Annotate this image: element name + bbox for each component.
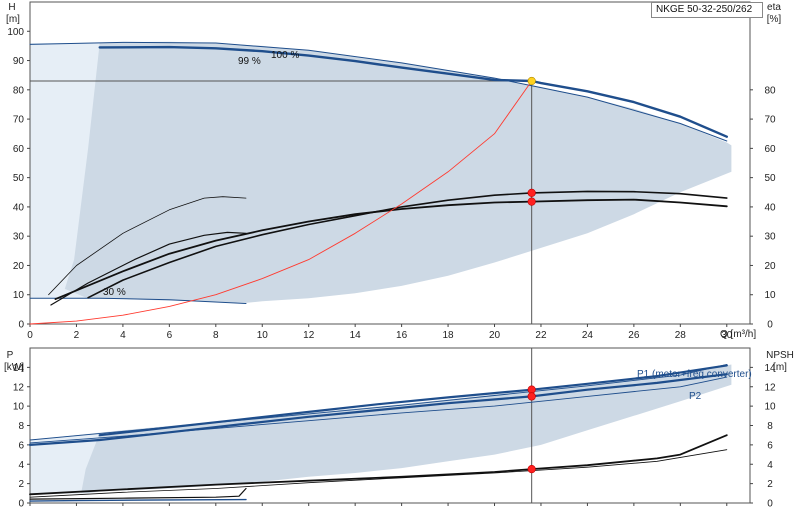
head-y-tick-label: 10	[13, 290, 25, 301]
power-series-p-min	[29, 498, 247, 502]
bot-y2-axis-title: NPSH	[766, 350, 794, 361]
head-y2-tick-label: 20	[764, 261, 776, 272]
head-y2-tick-label: 30	[764, 232, 776, 243]
top-y-axis-unit: [m]	[6, 14, 20, 25]
head-x-tick-label: 26	[628, 330, 640, 341]
power-y-tick-label: 10	[13, 402, 25, 413]
head-y-tick-label: 90	[13, 56, 25, 67]
power-series-p2	[28, 373, 728, 446]
head-x-tick-label: 20	[489, 330, 501, 341]
head-y-tick-label: 100	[7, 27, 24, 38]
head-y2-tick-label: 60	[764, 144, 776, 155]
power-y-tick-label: 12	[13, 382, 25, 393]
power-y2-tick-label: 8	[767, 421, 773, 432]
power-y2-tick-label: 4	[767, 460, 773, 471]
head-y-tick-label: 40	[13, 202, 25, 213]
power-series-npsh	[29, 434, 728, 496]
power-series-p2-thin	[29, 376, 728, 444]
head-x-tick-label: 22	[535, 330, 547, 341]
head-series-system	[29, 80, 533, 325]
head-y-tick-label: 80	[13, 85, 25, 96]
head-x-tick-label: 0	[27, 330, 33, 341]
power-duty-point	[527, 392, 536, 401]
head-y-tick-label: 50	[13, 173, 25, 184]
head-x-tick-label: 24	[582, 330, 594, 341]
head-operating-band-corner	[30, 43, 100, 299]
head-duty-point	[527, 197, 536, 206]
head-series-max	[29, 41, 728, 142]
head-duty-point	[527, 188, 536, 197]
head-y-tick-label: 20	[13, 261, 25, 272]
head-efficiency-panel: 0 10 20 30 40 50 60 70 80 90 100 0 10 20 30 40 50 60 70 80 0…	[7, 1, 776, 341]
head-y2-tick-label: 0	[767, 320, 773, 331]
power-y2-tick-label: 6	[767, 440, 773, 451]
head-series-eta-main	[54, 198, 728, 301]
power-y-tick-label: 2	[18, 479, 24, 490]
top-y2-axis-title: eta	[767, 2, 781, 13]
power-y2-tick-label: 14	[764, 363, 776, 374]
head-duty-point	[527, 76, 536, 86]
head-x-tick-label: 12	[303, 330, 315, 341]
eta-30-label: 30 %	[103, 287, 126, 298]
bot-y-axis-title: P	[7, 350, 14, 361]
head-series-eta-upper	[87, 190, 728, 299]
top-y2-axis-unit: [%]	[767, 14, 782, 25]
bot-y2-axis-unit: [m]	[773, 362, 787, 373]
power-y2-tick-label: 2	[767, 479, 773, 490]
power-operating-band	[30, 364, 732, 495]
power-series-p1-max	[29, 364, 728, 441]
head-y2-tick-label: 80	[764, 85, 776, 96]
power-y-tick-label: 14	[13, 363, 25, 374]
power-y2-tick-label: 12	[764, 382, 776, 393]
power-operating-band-corner	[30, 433, 100, 495]
head-y-tick-label: 60	[13, 144, 25, 155]
head-y2-tick-label: 50	[764, 173, 776, 184]
head-y-tick-label: 30	[13, 232, 25, 243]
head-y2-tick-label: 10	[764, 290, 776, 301]
x-axis-title: Q [m³/h]	[720, 329, 756, 340]
head-series-min-head	[29, 297, 247, 304]
bot-y-axis-unit: [kW]	[4, 362, 24, 373]
head-series-eta-part-2	[50, 231, 247, 306]
p1-label: P1 (motor+freq.converter)	[637, 369, 752, 380]
head-series-100	[98, 45, 728, 138]
power-y-tick-label: 4	[18, 460, 24, 471]
head-y-tick-label: 70	[13, 115, 25, 126]
head-x-tick-label: 6	[167, 330, 173, 341]
head-x-tick-label: 2	[74, 330, 80, 341]
head-frame	[29, 1, 751, 325]
pump-model-label: NKGE 50-32-250/262	[651, 2, 763, 18]
head-x-tick-label: 30	[721, 330, 733, 341]
power-y2-tick-label: 10	[764, 402, 776, 413]
power-y-tick-label: 8	[18, 421, 24, 432]
power-npsh-panel: 0 2 4 6 8 10 12 14 0 2 4 6 8 10 12 14	[13, 347, 776, 510]
head-y2-tick-label: 40	[764, 202, 776, 213]
head-x-tick-label: 16	[396, 330, 408, 341]
head-operating-band	[30, 41, 732, 303]
head-x-tick-label: 18	[443, 330, 455, 341]
head-x-tick-label: 14	[350, 330, 362, 341]
head-x-tick-label: 4	[120, 330, 126, 341]
power-y-tick-label: 0	[18, 499, 24, 510]
power-duty-point	[527, 464, 536, 474]
head-x-tick-label: 10	[257, 330, 269, 341]
power-series-npsh-min	[29, 487, 247, 500]
power-duty-point	[527, 385, 536, 394]
eta-100-label: 100 %	[271, 50, 299, 61]
power-y2-tick-label: 0	[767, 499, 773, 510]
head-x-tick-label: 8	[213, 330, 219, 341]
head-y-tick-label: 0	[18, 320, 24, 331]
eta-99-label: 99 %	[238, 56, 261, 67]
head-series-eta-part-1	[48, 196, 247, 296]
head-y2-tick-label: 70	[764, 115, 776, 126]
head-x-tick-label: 28	[675, 330, 687, 341]
power-y-tick-label: 6	[18, 440, 24, 451]
p2-label: P2	[689, 391, 702, 402]
power-series-npsh-thin	[29, 449, 728, 498]
top-y-axis-title: H	[8, 2, 15, 13]
